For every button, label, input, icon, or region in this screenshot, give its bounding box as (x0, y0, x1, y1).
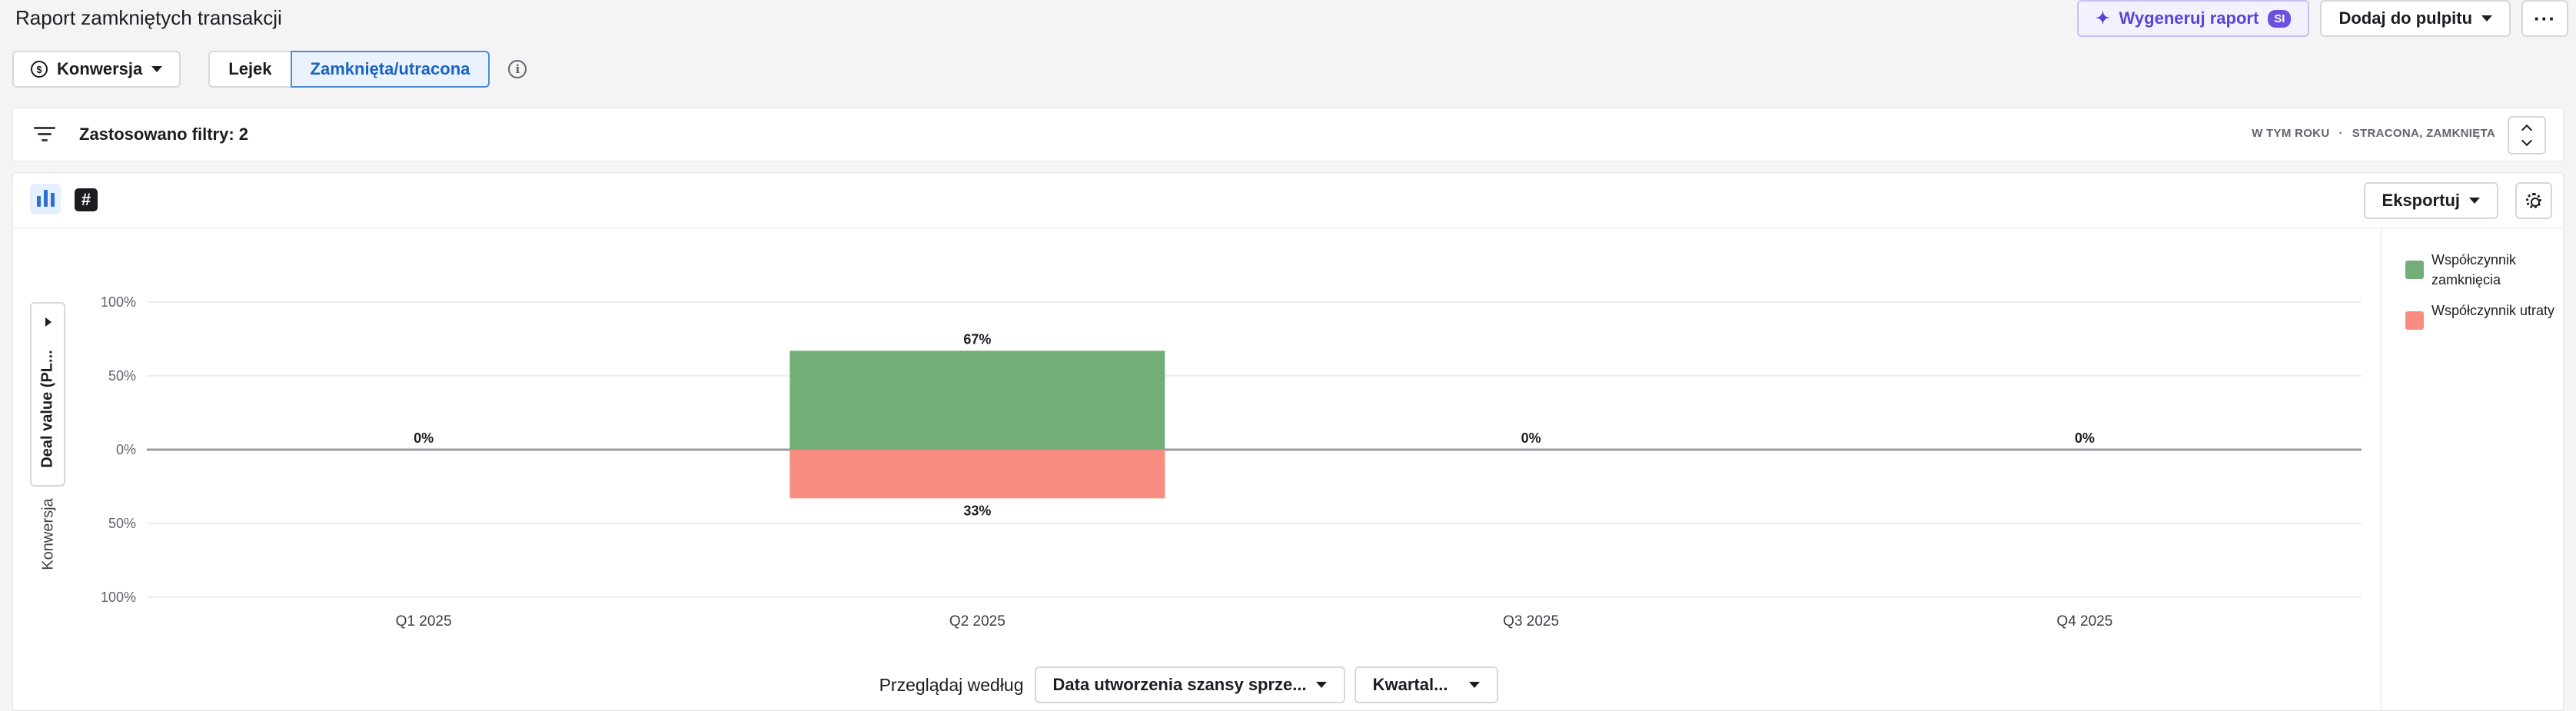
dollar-circle-icon: $ (31, 61, 48, 78)
legend-swatch-won (2405, 261, 2424, 279)
export-label: Eksportuj (2382, 191, 2460, 210)
tab-won-lost[interactable]: Zamknięta/utracona (290, 51, 490, 88)
legend-item-won[interactable]: Współczynnik zamknięcia (2405, 250, 2559, 290)
expand-filters-button[interactable] (2508, 116, 2546, 154)
chevron-down-icon (2469, 198, 2480, 204)
browse-by-label: Przeglądaj według (879, 674, 1024, 695)
chevron-down-icon (2481, 15, 2493, 22)
legend-label-won: Współczynnik zamknięcia (2431, 252, 2517, 287)
top-actions: ✦ Wygeneruj raport SI Dodaj do pulpitu ·… (2077, 0, 2568, 37)
add-to-dashboard-label: Dodaj do pulpitu (2338, 8, 2473, 28)
data-label-lost: 33% (963, 503, 991, 518)
settings-button[interactable] (2515, 182, 2552, 219)
chevron-down-icon (1469, 682, 1481, 688)
ai-badge: SI (2268, 9, 2292, 28)
number-view-icon[interactable]: # (75, 188, 98, 211)
x-tick-label: Q1 2025 (396, 613, 452, 630)
gear-icon (2526, 193, 2541, 208)
more-options-button[interactable]: ··· (2521, 0, 2568, 37)
metric-label: Konwersja (57, 59, 143, 78)
chart-toolbar: # Eksportuj (13, 173, 2563, 228)
x-tick-label: Q3 2025 (1503, 613, 1559, 630)
chevron-up-icon (2521, 124, 2533, 136)
add-to-dashboard-button[interactable]: Dodaj do pulpitu (2320, 0, 2511, 37)
y-tick-label: 100% (101, 294, 136, 310)
view-segment: Lejek Zamknięta/utracona (208, 51, 490, 88)
bar-chart-view-icon[interactable] (30, 184, 61, 214)
caret-right-icon (45, 317, 52, 327)
tab-funnel[interactable]: Lejek (208, 51, 291, 88)
group-by-value: Data utworzenia szansy sprze... (1052, 675, 1307, 694)
chevron-down-icon (1315, 682, 1327, 688)
bar-lost (789, 450, 1165, 499)
chart-panel: # Eksportuj Deal value (PL... Konwersja … (12, 172, 2564, 711)
x-tick-label: Q2 2025 (949, 613, 1005, 630)
filter-icon[interactable] (33, 127, 56, 142)
sparkle-icon: ✦ (2096, 8, 2110, 28)
filter-status: STRACONA, ZAMKNIĘTA (2352, 127, 2495, 140)
generate-report-label: Wygeneruj raport (2119, 8, 2259, 28)
export-button[interactable]: Eksportuj (2363, 182, 2498, 219)
chart-area: 100% 50% 0% 50% 100% Q1 2025 0% Q2 2025 67% 33% Q3… (101, 294, 2362, 630)
legend-swatch-lost (2405, 311, 2424, 330)
info-icon[interactable]: i (508, 60, 527, 78)
filter-summary: W TYM ROKU · STRACONA, ZAMKNIĘTA (2252, 127, 2495, 140)
legend-item-lost[interactable]: Współczynnik utraty (2405, 301, 2559, 330)
data-label-won: 0% (414, 430, 434, 446)
filters-applied-label: Zastosowano filtry: 2 (79, 125, 249, 144)
data-label-won: 67% (963, 331, 991, 347)
report-controls: $ Konwersja Lejek Zamknięta/utracona i (12, 51, 527, 88)
filter-period: W TYM ROKU (2252, 127, 2330, 140)
legend: Współczynnik zamknięcia Współczynnik utr… (2405, 250, 2559, 341)
y-tick-label: 50% (108, 368, 136, 384)
chevron-down-icon (151, 66, 163, 72)
filter-bar: Zastosowano filtry: 2 W TYM ROKU · STRACON… (12, 108, 2564, 161)
data-label-won: 0% (2075, 430, 2095, 446)
interval-value: Kwartal... (1372, 675, 1448, 694)
metric-select[interactable]: $ Konwersja (12, 51, 181, 88)
bar-won (789, 351, 1165, 450)
group-by-select[interactable]: Data utworzenia szansy sprze... (1034, 666, 1345, 703)
chevron-down-icon (2521, 135, 2533, 147)
y-tick-label: 50% (108, 516, 136, 531)
generate-report-button[interactable]: ✦ Wygeneruj raport SI (2077, 0, 2310, 37)
x-tick-label: Q4 2025 (2056, 613, 2112, 630)
y-axis-collapsed-panel[interactable]: Deal value (PL... (30, 302, 65, 487)
data-label-won: 0% (1521, 430, 1541, 446)
browse-by-bar: Przeglądaj według Data utworzenia szansy… (13, 666, 2563, 703)
more-icon: ··· (2534, 6, 2556, 30)
y-tick-label: 0% (116, 442, 136, 457)
legend-divider (2381, 228, 2382, 711)
y-tick-label: 100% (101, 590, 136, 605)
page-title: Raport zamkniętych transakcji (15, 6, 282, 29)
legend-label-lost: Współczynnik utraty (2431, 303, 2555, 318)
interval-select[interactable]: Kwartal... (1354, 666, 1499, 703)
